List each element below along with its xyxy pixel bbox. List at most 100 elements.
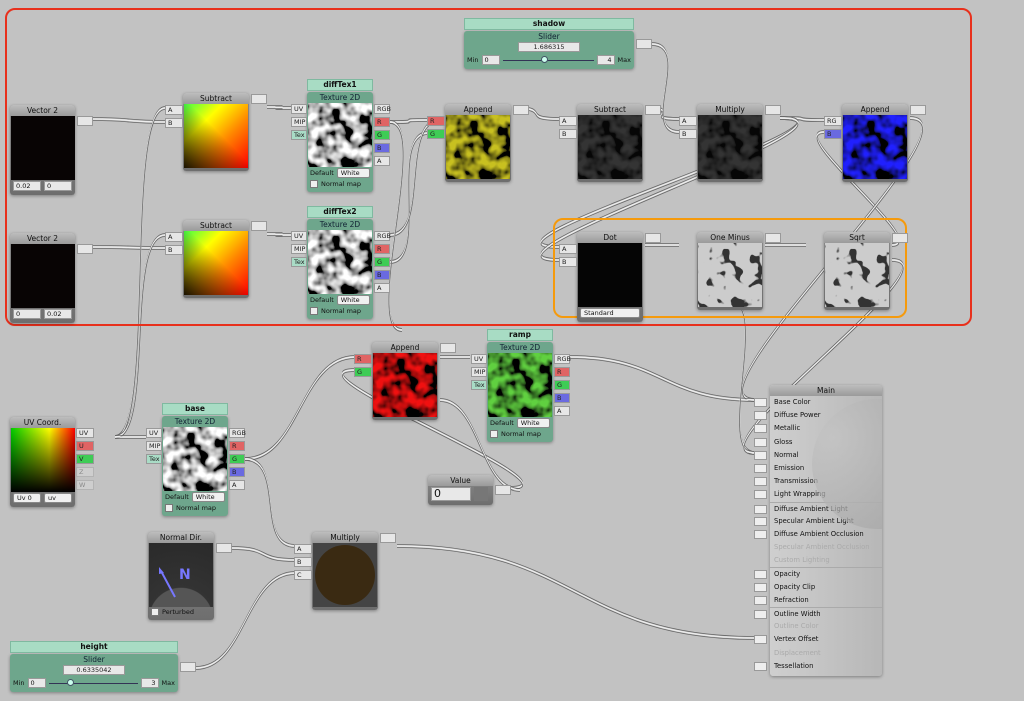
base-out-port-b[interactable]: B xyxy=(229,467,245,477)
diffTex1-in-port-mip[interactable]: MIP xyxy=(291,117,307,127)
main-input-specular-ambient-light[interactable]: Specular Ambient Light xyxy=(754,515,882,528)
diffTex1-out-port-r[interactable]: R xyxy=(374,117,390,127)
main-input-vertex-offset[interactable]: Vertex Offset xyxy=(754,633,882,646)
mul2-node[interactable]: Multiply xyxy=(312,532,378,610)
ramp-in-port-uv[interactable]: UV xyxy=(471,354,487,364)
uv-node[interactable]: UV Coord. Uv 0 uv xyxy=(10,417,75,507)
main-input-port[interactable] xyxy=(754,661,767,671)
vec2b-node[interactable]: Vector 2 0 0.02 xyxy=(10,233,75,323)
main-input-emission[interactable]: Emission xyxy=(754,462,882,475)
normaldir-node[interactable]: Normal Dir. N Perturbed xyxy=(148,532,214,620)
diffTex1-in-port-uv[interactable]: UV xyxy=(291,104,307,114)
ramp-normal-map-checkbox[interactable] xyxy=(490,430,498,438)
main-input-light-wrapping[interactable]: Light Wrapping xyxy=(754,488,882,501)
dot-mode-select[interactable]: Standard xyxy=(580,308,640,318)
diffTex1-node[interactable]: diffTex1 Texture 2D Default White Normal map xyxy=(307,79,373,192)
shadow-slider-value[interactable]: 1.686315 xyxy=(518,42,580,52)
ramp-in-port-mip[interactable]: MIP xyxy=(471,367,487,377)
ramp-out-port-r[interactable]: R xyxy=(554,367,570,377)
mul2-in-port-b[interactable]: B xyxy=(294,557,312,567)
dot-in-port-a[interactable]: A xyxy=(559,244,577,254)
oneminus-output-port[interactable] xyxy=(765,233,781,243)
main-input-port[interactable] xyxy=(754,516,767,526)
sub3-in-port-b[interactable]: B xyxy=(559,129,577,139)
uv-out-port-uv[interactable]: UV xyxy=(76,428,94,438)
main-input-port[interactable] xyxy=(754,595,767,605)
main-input-port[interactable] xyxy=(754,582,767,592)
append3-in-port-r[interactable]: R xyxy=(354,354,372,364)
base-in-port-tex[interactable]: Tex xyxy=(146,454,162,464)
main-input-gloss[interactable]: Gloss xyxy=(754,436,882,449)
value-node[interactable]: Value 0 xyxy=(428,475,493,505)
vec2b-value-0[interactable]: 0 xyxy=(13,309,41,319)
sqrt-node[interactable]: Sqrt xyxy=(824,232,890,310)
main-input-port[interactable] xyxy=(754,635,767,645)
dot-output-port[interactable] xyxy=(645,233,661,243)
height-output-port[interactable] xyxy=(180,662,196,672)
slider-knob[interactable] xyxy=(67,679,75,686)
ramp-out-port-a[interactable]: A xyxy=(554,406,570,416)
mul2-in-port-a[interactable]: A xyxy=(294,544,312,554)
append3-output-port[interactable] xyxy=(440,343,456,353)
diffTex2-in-port-mip[interactable]: MIP xyxy=(291,244,307,254)
diffTex2-in-port-tex[interactable]: Tex xyxy=(291,257,307,267)
diffTex1-in-port-tex[interactable]: Tex xyxy=(291,130,307,140)
main-input-diffuse-ambient-light[interactable]: Diffuse Ambient Light xyxy=(754,501,882,515)
ramp-out-port-rgb[interactable]: RGB xyxy=(554,354,571,364)
append2-node[interactable]: Append xyxy=(842,104,908,182)
append1-in-port-r[interactable]: R xyxy=(427,116,445,126)
main-input-port[interactable] xyxy=(754,424,767,434)
sub2-in-port-b[interactable]: B xyxy=(165,245,183,255)
append2-in-port-b[interactable]: B xyxy=(824,129,842,139)
mul1-node[interactable]: Multiply xyxy=(697,104,763,182)
diffTex1-out-port-b[interactable]: B xyxy=(374,143,390,153)
main-input-port[interactable] xyxy=(754,398,767,407)
main-input-port[interactable] xyxy=(754,570,767,580)
value-output-port[interactable] xyxy=(495,485,511,495)
height-min-field[interactable]: 0 xyxy=(27,678,46,688)
shadow-output-port[interactable] xyxy=(636,39,652,49)
ramp-node[interactable]: ramp Texture 2D Default White Normal map xyxy=(487,329,553,442)
sqrt-output-port[interactable] xyxy=(892,233,908,243)
main-input-normal[interactable]: Normal xyxy=(754,449,882,462)
main-input-transmission[interactable]: Transmission xyxy=(754,475,882,488)
main-input-base-color[interactable]: Base Color xyxy=(754,396,882,409)
base-out-port-a[interactable]: A xyxy=(229,480,245,490)
perturbed-checkbox[interactable] xyxy=(151,608,159,616)
ramp-out-port-g[interactable]: G xyxy=(554,380,570,390)
base-default-select[interactable]: White xyxy=(191,492,225,502)
base-out-port-r[interactable]: R xyxy=(229,441,245,451)
main-input-port[interactable] xyxy=(754,504,767,514)
base-node[interactable]: base Texture 2D Default White Normal map xyxy=(162,403,228,516)
shadow-node[interactable]: shadow Slider 1.686315 Min 0 4 Max xyxy=(464,18,634,69)
sub3-in-port-a[interactable]: A xyxy=(559,116,577,126)
uv-out-port-u[interactable]: U xyxy=(76,441,94,451)
diffTex1-out-port-g[interactable]: G xyxy=(374,130,390,140)
sub3-output-port[interactable] xyxy=(645,105,661,115)
diffTex1-out-port-a[interactable]: A xyxy=(374,156,390,166)
main-input-opacity[interactable]: Opacity xyxy=(754,567,882,580)
diffTex2-node[interactable]: diffTex2 Texture 2D Default White Normal map xyxy=(307,206,373,319)
diffTex2-in-port-uv[interactable]: UV xyxy=(291,231,307,241)
main-input-port[interactable] xyxy=(754,437,767,447)
ramp-out-port-b[interactable]: B xyxy=(554,393,570,403)
append2-output-port[interactable] xyxy=(910,105,926,115)
sub2-node[interactable]: Subtract xyxy=(183,220,249,298)
shadow-max-field[interactable]: 4 xyxy=(596,55,615,65)
append1-in-port-g[interactable]: G xyxy=(427,129,445,139)
mul2-in-port-c[interactable]: C xyxy=(294,570,312,580)
dot-node[interactable]: Dot Standard xyxy=(577,232,643,322)
sub1-in-port-b[interactable]: B xyxy=(165,118,183,128)
main-input-diffuse-ambient-occlusion[interactable]: Diffuse Ambient Occlusion xyxy=(754,528,882,541)
append1-node[interactable]: Append xyxy=(445,104,511,182)
main-input-refraction[interactable]: Refraction xyxy=(754,594,882,607)
vec2a-output-port[interactable] xyxy=(77,116,93,126)
base-out-port-rgb[interactable]: RGB xyxy=(229,428,246,438)
sub2-output-port[interactable] xyxy=(251,221,267,231)
diffTex1-out-port-rgb[interactable]: RGB xyxy=(374,104,391,114)
mul1-in-port-a[interactable]: A xyxy=(679,116,697,126)
vec2a-node[interactable]: Vector 2 0.02 0 xyxy=(10,105,75,195)
height-slider[interactable] xyxy=(48,679,138,687)
diffTex2-out-port-g[interactable]: G xyxy=(374,257,390,267)
main-input-port[interactable] xyxy=(754,463,767,473)
